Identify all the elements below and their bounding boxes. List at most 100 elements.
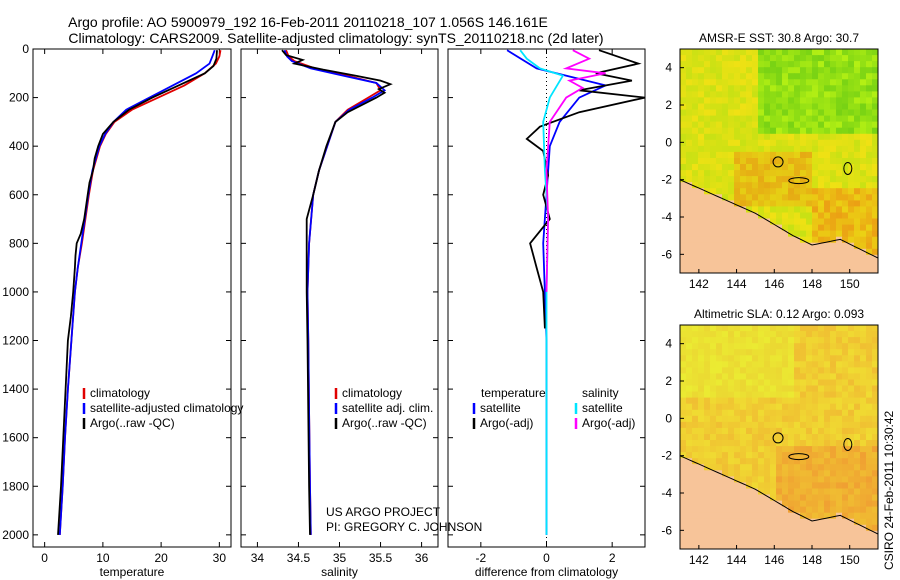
map-cell <box>734 385 741 393</box>
map-cell <box>776 367 783 375</box>
map-cell <box>710 121 717 129</box>
map-cell <box>860 206 867 214</box>
map-cell <box>752 512 759 520</box>
map-cell <box>824 61 831 68</box>
map-cell <box>698 325 705 332</box>
map-cell <box>848 343 855 350</box>
map-cell <box>704 230 711 238</box>
map-cell <box>680 145 687 153</box>
map-cell <box>800 488 807 496</box>
map-cell <box>698 403 705 411</box>
map-cell <box>752 85 759 92</box>
map-cell <box>860 470 867 477</box>
map-cell <box>818 331 825 338</box>
map-cell <box>740 458 747 465</box>
map-cell <box>788 224 795 232</box>
map-cell <box>842 230 849 238</box>
map-cell <box>872 182 878 189</box>
map-cell <box>710 415 717 423</box>
map-cell <box>866 470 873 477</box>
map-cell <box>734 524 741 532</box>
map-cell <box>692 158 699 165</box>
map-cell <box>818 506 825 514</box>
map-cell <box>716 67 723 74</box>
map-cell <box>830 79 837 86</box>
map-cell <box>710 325 717 332</box>
map-cell <box>734 415 741 423</box>
map-cell <box>830 343 837 350</box>
map-cell <box>734 506 741 514</box>
map-cell <box>860 488 867 496</box>
map-cell <box>728 200 735 208</box>
map-cell <box>740 127 747 135</box>
map-cell <box>704 397 711 405</box>
map-cell <box>866 266 873 273</box>
map-cell <box>800 55 807 62</box>
map-cell <box>734 464 741 471</box>
map-cell <box>680 379 687 387</box>
map-cell <box>818 500 825 508</box>
map-cell <box>824 470 831 477</box>
map-cell <box>746 61 753 68</box>
map-cell <box>854 446 861 453</box>
map-cell <box>824 218 831 226</box>
map-cell <box>830 409 837 417</box>
map-cell <box>722 464 729 471</box>
map-cell <box>776 109 783 117</box>
map-cell <box>716 91 723 99</box>
map-cell <box>848 337 855 344</box>
map-cell <box>716 482 723 490</box>
map-cell <box>716 446 723 453</box>
map-cell <box>716 343 723 350</box>
map-cell <box>758 403 765 411</box>
map-cell <box>836 482 843 490</box>
series-line <box>545 49 606 292</box>
map-cell <box>734 188 741 195</box>
map-cell <box>782 97 789 105</box>
map-cell <box>752 464 759 471</box>
map-cell <box>710 242 717 250</box>
map-cell <box>722 506 729 514</box>
map-cell <box>836 379 843 387</box>
map-cell <box>686 373 693 381</box>
map-cell <box>680 349 687 356</box>
map-cell <box>836 212 843 220</box>
map-cell <box>830 506 837 514</box>
map-cell <box>752 482 759 490</box>
map-cell <box>776 391 783 399</box>
map-cell <box>788 434 795 441</box>
map-cell <box>680 434 687 441</box>
map-cell <box>848 67 855 74</box>
map-cell <box>842 476 849 484</box>
map-cell <box>740 103 747 111</box>
map-cell <box>740 224 747 232</box>
map-cell <box>842 67 849 74</box>
map-cell <box>776 151 783 159</box>
map-cell <box>770 85 777 92</box>
map-cell <box>746 73 753 80</box>
map-cell <box>704 542 711 549</box>
map-cell <box>788 139 795 147</box>
map-cell <box>722 325 729 332</box>
map-cell <box>734 91 741 99</box>
map-cell <box>758 67 765 74</box>
map-cell <box>710 434 717 441</box>
map-cell <box>692 373 699 381</box>
map-cell <box>770 61 777 68</box>
map-cell <box>740 67 747 74</box>
map-cell <box>782 55 789 62</box>
map-cell <box>680 440 687 447</box>
map-cell <box>692 85 699 92</box>
map-cell <box>752 349 759 356</box>
map-cell <box>848 325 855 332</box>
map-cell <box>872 500 878 508</box>
map-cell <box>848 373 855 381</box>
map-cell <box>716 434 723 441</box>
map-cell <box>806 506 813 514</box>
map-cell <box>812 397 819 405</box>
map-cell <box>824 440 831 447</box>
map-cell <box>770 506 777 514</box>
map-cell <box>734 530 741 538</box>
map-cell <box>782 343 789 350</box>
map-cell <box>734 55 741 62</box>
